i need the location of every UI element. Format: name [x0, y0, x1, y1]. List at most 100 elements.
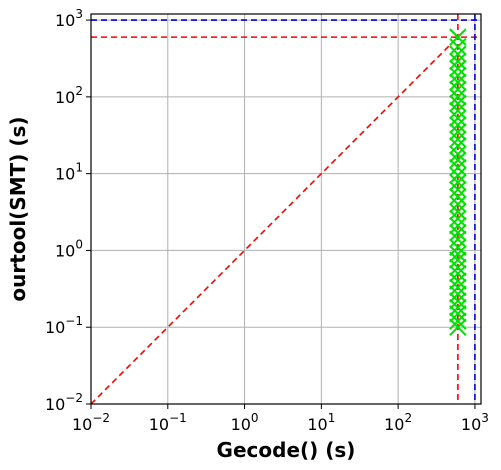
y-tick-label: 103 — [55, 7, 83, 30]
data-point — [449, 38, 467, 56]
data-point-stroke — [449, 298, 467, 317]
x-tick-label: 101 — [307, 411, 335, 434]
data-point — [449, 298, 467, 317]
y-axis-title: ourtool(SMT) (s) — [6, 116, 30, 301]
data-point-stroke — [449, 238, 467, 256]
data-point — [449, 264, 467, 283]
data-point — [449, 251, 467, 269]
data-point-stroke — [449, 59, 467, 78]
data-point — [449, 216, 467, 235]
data-point-stroke — [449, 188, 467, 206]
data-point-stroke — [449, 245, 467, 263]
data-point — [449, 88, 467, 106]
data-point — [449, 238, 467, 256]
data-point — [449, 285, 467, 303]
data-point-stroke — [449, 80, 467, 99]
data-point-stroke — [449, 102, 467, 120]
data-point — [449, 318, 467, 336]
data-point-stroke — [449, 151, 467, 169]
data-point-stroke — [449, 258, 467, 277]
data-point — [449, 188, 467, 206]
data-point — [449, 52, 467, 71]
data-point — [449, 59, 467, 78]
data-point-stroke — [449, 166, 467, 185]
data-point-stroke — [449, 180, 467, 199]
data-point-stroke — [449, 123, 467, 141]
data-point — [449, 292, 467, 310]
data-point — [449, 145, 467, 163]
data-point — [449, 130, 467, 149]
data-point — [449, 158, 467, 177]
data-point-stroke — [449, 145, 467, 163]
data-point — [449, 137, 467, 155]
data-point — [449, 109, 467, 127]
data-point — [449, 230, 467, 248]
axis-ticks: 10−2 10−1 100 101 102 103 10−2 10−1 100 101 102 103 — [45, 7, 489, 434]
data-point-stroke — [449, 173, 467, 192]
data-point-stroke — [449, 109, 467, 127]
y-tick-label: 10−1 — [45, 314, 83, 337]
data-point-stroke — [449, 195, 467, 213]
data-point-stroke — [449, 251, 467, 269]
data-point-stroke — [449, 264, 467, 283]
data-point-stroke — [449, 285, 467, 303]
y-tick-label: 101 — [55, 161, 83, 184]
data-point-stroke — [449, 224, 467, 242]
data-point — [449, 102, 467, 120]
data-point — [449, 94, 467, 113]
data-point — [449, 224, 467, 242]
data-point-stroke — [449, 230, 467, 248]
x-tick-label: 100 — [231, 411, 259, 434]
data-point-stroke — [449, 137, 467, 155]
data-point — [449, 304, 467, 323]
x-tick-label: 103 — [461, 411, 489, 434]
data-point — [449, 80, 467, 99]
y-tick-label: 10−2 — [45, 391, 83, 414]
data-point-stroke — [449, 88, 467, 106]
data-point-stroke — [449, 304, 467, 323]
data-point — [449, 28, 467, 46]
data-point — [449, 123, 467, 141]
data-point — [449, 272, 467, 290]
data-point-stroke — [449, 209, 467, 228]
data-point-stroke — [449, 116, 467, 134]
data-point-stroke — [449, 66, 467, 85]
data-point-stroke — [449, 158, 467, 177]
data-point — [449, 166, 467, 185]
data-point — [449, 209, 467, 228]
data-point — [449, 245, 467, 263]
x-axis-title: Gecode() (s) — [217, 438, 356, 462]
data-point-stroke — [449, 216, 467, 235]
data-point-stroke — [449, 318, 467, 336]
data-point — [449, 173, 467, 192]
data-points — [449, 28, 467, 336]
data-point-stroke — [449, 278, 467, 297]
data-point — [449, 202, 467, 221]
data-point-stroke — [449, 202, 467, 221]
data-point — [449, 180, 467, 199]
data-point — [449, 195, 467, 213]
reference-lines — [90, 14, 481, 405]
data-point-stroke — [449, 52, 467, 71]
data-point-stroke — [449, 73, 467, 91]
plot-frame — [90, 13, 482, 405]
y-tick-label: 100 — [55, 237, 83, 260]
data-point-stroke — [449, 94, 467, 113]
data-point — [449, 45, 467, 63]
data-point — [449, 312, 467, 330]
data-point — [449, 116, 467, 134]
data-point — [449, 258, 467, 277]
diagonal-line — [90, 36, 459, 405]
x-tick-label: 102 — [384, 411, 412, 434]
data-point-stroke — [449, 312, 467, 330]
data-point-stroke — [449, 45, 467, 63]
data-point — [449, 151, 467, 169]
data-point-stroke — [449, 28, 467, 46]
x-tick-label: 10−2 — [72, 411, 110, 434]
data-point-stroke — [449, 130, 467, 149]
data-point — [449, 66, 467, 85]
data-point — [449, 278, 467, 297]
data-point-stroke — [449, 272, 467, 290]
y-tick-label: 102 — [55, 84, 83, 107]
